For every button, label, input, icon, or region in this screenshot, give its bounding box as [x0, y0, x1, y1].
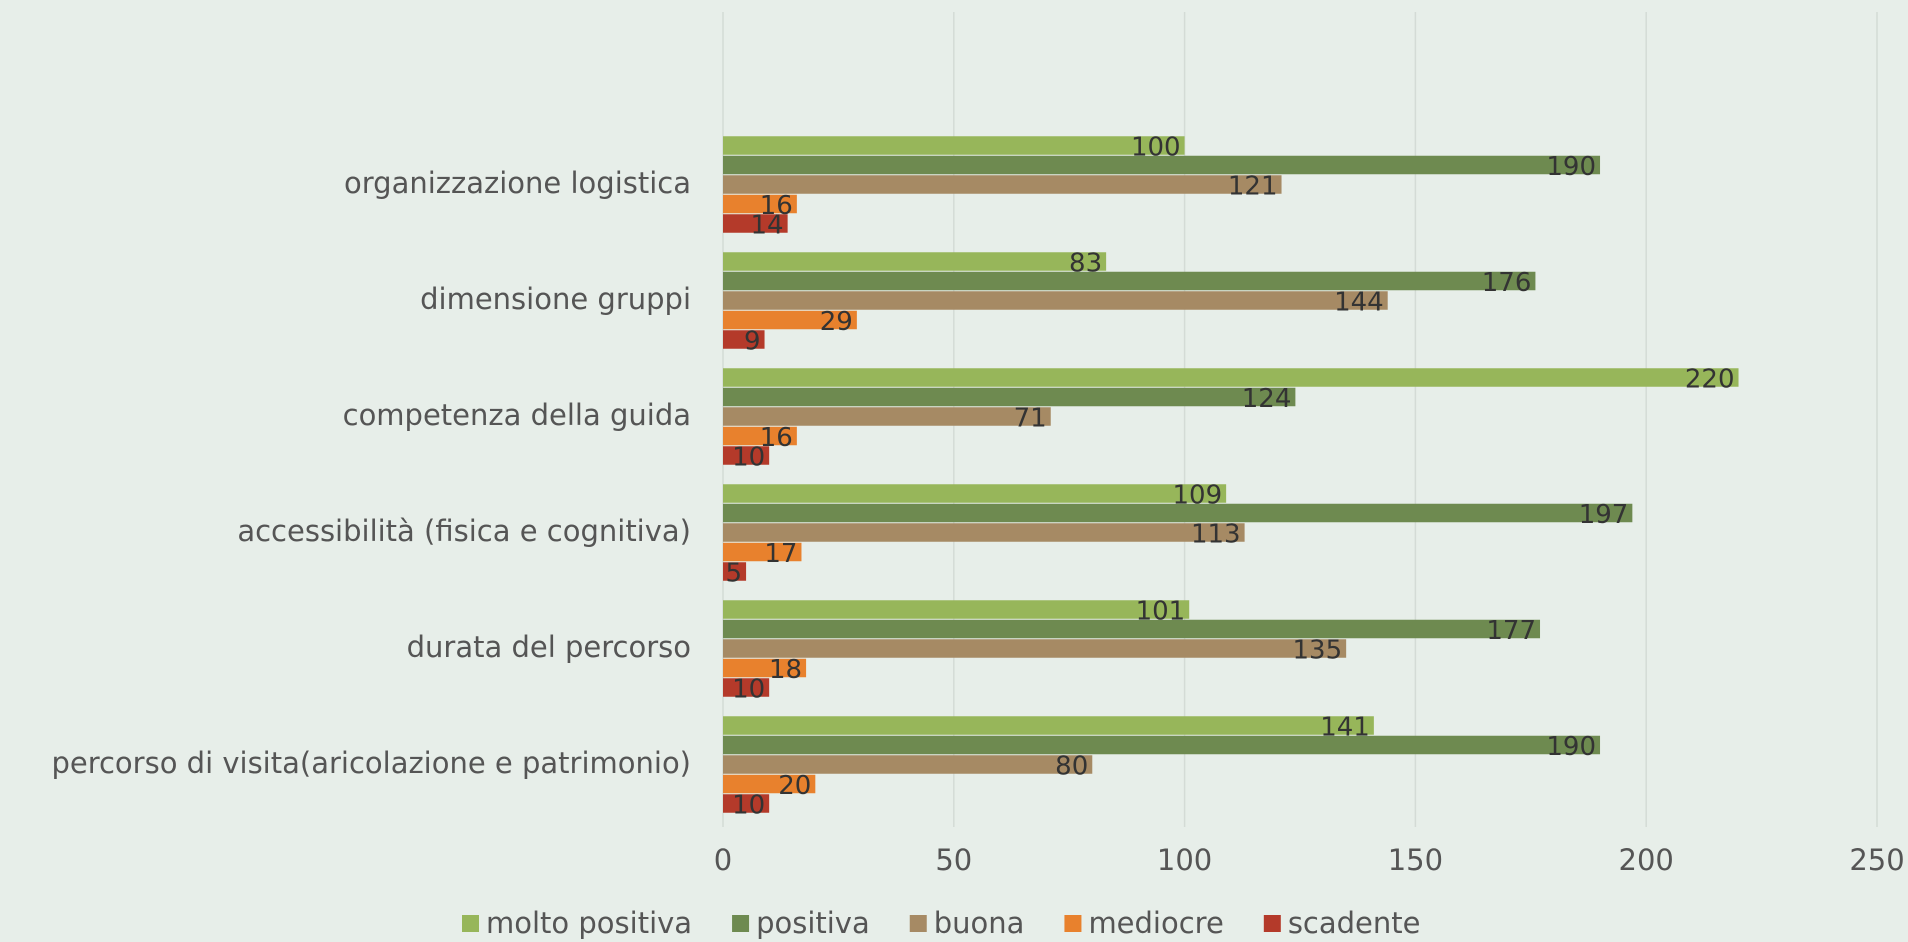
data-label: 16 [760, 191, 793, 221]
data-label: 5 [726, 559, 743, 589]
x-tick-label: 250 [1849, 843, 1904, 877]
data-label: 20 [778, 771, 811, 801]
y-tick-label: organizzazione logistica [344, 166, 691, 200]
y-tick-label: durata del percorso [407, 630, 691, 664]
data-label: 113 [1191, 520, 1241, 550]
x-tick-label: 0 [714, 843, 732, 877]
data-label: 14 [751, 211, 784, 241]
bar [723, 194, 797, 214]
bar [723, 755, 1093, 774]
data-label: 16 [760, 423, 793, 453]
bar [723, 175, 1282, 194]
legend-swatch [909, 915, 927, 932]
data-label: 135 [1293, 636, 1343, 666]
bar [723, 136, 1185, 155]
bar [723, 542, 802, 562]
data-label: 144 [1334, 288, 1384, 318]
bar [723, 484, 1227, 503]
bar [723, 774, 816, 794]
x-tick-label: 100 [1157, 843, 1212, 877]
bar [723, 600, 1190, 619]
data-label: 9 [744, 327, 761, 357]
bar [723, 523, 1245, 542]
bar [723, 407, 1051, 426]
data-label: 176 [1482, 268, 1532, 298]
data-label: 10 [732, 791, 765, 821]
bar [723, 619, 1541, 639]
legend-label: mediocre [1088, 906, 1223, 940]
legend-label: scadente [1288, 906, 1421, 940]
bar [723, 678, 770, 697]
bar [723, 310, 857, 330]
data-label: 17 [764, 539, 797, 569]
legend-label: molto positiva [486, 906, 692, 940]
data-label: 121 [1228, 172, 1278, 202]
bar [723, 387, 1296, 407]
legend-label: buona [934, 906, 1025, 940]
legend-swatch [1064, 915, 1082, 932]
bar [723, 330, 765, 349]
x-tick-label: 50 [935, 843, 972, 877]
data-label: 177 [1486, 616, 1536, 646]
data-label: 71 [1014, 404, 1047, 434]
legend-swatch [462, 915, 479, 932]
bar [723, 503, 1633, 523]
bar [723, 446, 770, 465]
data-label: 197 [1579, 500, 1629, 530]
bar [723, 368, 1739, 387]
legend-swatch [732, 915, 750, 932]
bar [723, 639, 1347, 658]
data-label: 83 [1069, 249, 1102, 279]
x-tick-label: 200 [1619, 843, 1674, 877]
bar [723, 426, 797, 446]
data-label: 141 [1320, 713, 1370, 743]
y-tick-label: dimensione gruppi [420, 282, 691, 316]
data-label: 101 [1136, 597, 1186, 627]
bar [723, 794, 770, 813]
bar [723, 252, 1107, 271]
y-tick-label: competenza della guida [343, 398, 691, 432]
y-tick-label: accessibilità (fisica e cognitiva) [237, 514, 691, 548]
data-label: 10 [732, 675, 765, 705]
data-label: 109 [1173, 481, 1223, 511]
data-label: 190 [1546, 732, 1596, 762]
data-label: 124 [1242, 384, 1292, 414]
data-label: 29 [820, 307, 853, 337]
bar [723, 658, 807, 678]
bar [723, 291, 1388, 310]
bar [723, 735, 1601, 755]
bar [723, 562, 747, 581]
data-label: 18 [769, 655, 802, 685]
bar [723, 271, 1536, 291]
data-label: 10 [732, 443, 765, 473]
legend-swatch [1263, 915, 1281, 932]
data-label: 190 [1546, 152, 1596, 182]
bar [723, 716, 1374, 735]
bar [723, 214, 788, 233]
x-tick-label: 150 [1388, 843, 1443, 877]
legend-label: positiva [756, 906, 870, 940]
bar [723, 155, 1601, 175]
data-label: 80 [1055, 752, 1088, 782]
data-label: 220 [1685, 365, 1735, 395]
data-label: 100 [1131, 133, 1181, 163]
y-tick-label: percorso di visita(aricolazione e patrim… [51, 746, 691, 780]
